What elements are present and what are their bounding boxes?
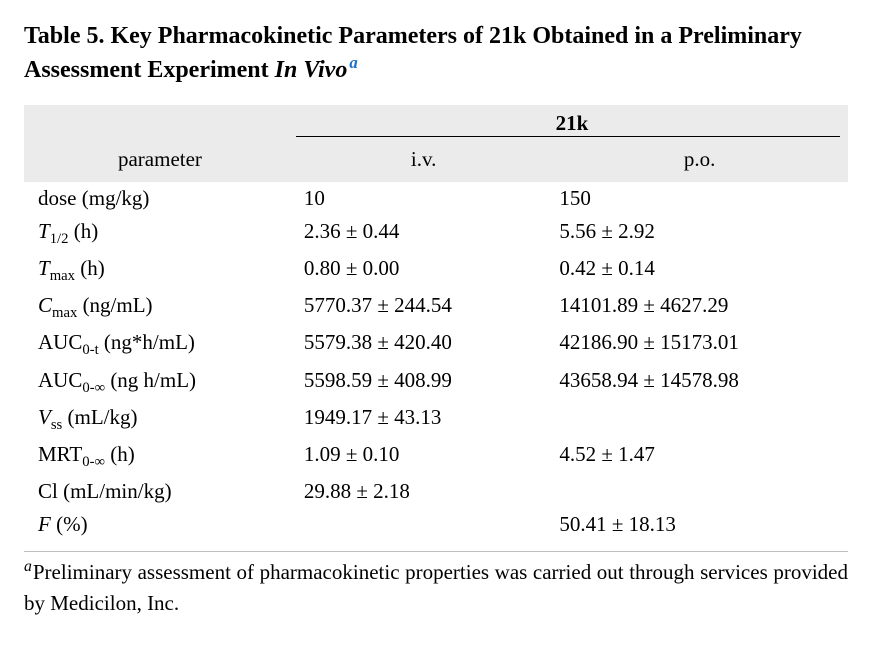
cell-parameter: Tmax (h) — [24, 252, 296, 289]
table-row: dose (mg/kg)10150 — [24, 182, 848, 215]
cell-po: 43658.94 ± 14578.98 — [551, 364, 848, 401]
cell-parameter: Vss (mL/kg) — [24, 401, 296, 438]
title-prefix: Table 5. Key Pharmacokinetic Parameters … — [24, 23, 802, 83]
table-row: MRT0-∞ (h)1.09 ± 0.104.52 ± 1.47 — [24, 438, 848, 475]
table-row: Tmax (h)0.80 ± 0.000.42 ± 0.14 — [24, 252, 848, 289]
cell-iv: 5579.38 ± 420.40 — [296, 326, 551, 363]
group-header-row: 21k — [24, 105, 848, 141]
cell-po: 150 — [551, 182, 848, 215]
table-row: T1/2 (h)2.36 ± 0.445.56 ± 2.92 — [24, 215, 848, 252]
group-rule — [296, 136, 840, 137]
cell-iv: 1949.17 ± 43.13 — [296, 401, 551, 438]
cell-parameter: T1/2 (h) — [24, 215, 296, 252]
group-spacer — [24, 105, 296, 141]
group-label: 21k — [296, 111, 848, 136]
col-header-parameter: parameter — [24, 141, 296, 182]
cell-parameter: Cl (mL/min/kg) — [24, 475, 296, 508]
pk-table: 21k parameter i.v. p.o. dose (mg/kg)1015… — [24, 105, 848, 547]
footnote-text: Preliminary assessment of pharmacokineti… — [24, 560, 848, 614]
cell-parameter: dose (mg/kg) — [24, 182, 296, 215]
cell-parameter: AUC0-∞ (ng h/mL) — [24, 364, 296, 401]
cell-po: 50.41 ± 18.13 — [551, 508, 848, 547]
table-row: F (%) 50.41 ± 18.13 — [24, 508, 848, 547]
cell-po: 4.52 ± 1.47 — [551, 438, 848, 475]
cell-iv: 2.36 ± 0.44 — [296, 215, 551, 252]
table-row: AUC0-∞ (ng h/mL)5598.59 ± 408.9943658.94… — [24, 364, 848, 401]
table-row: AUC0-t (ng*h/mL)5579.38 ± 420.4042186.90… — [24, 326, 848, 363]
table-row: Cmax (ng/mL)5770.37 ± 244.5414101.89 ± 4… — [24, 289, 848, 326]
title-italic: In Vivo — [275, 57, 348, 83]
col-header-iv: i.v. — [296, 141, 551, 182]
table-title: Table 5. Key Pharmacokinetic Parameters … — [24, 20, 848, 87]
group-cell: 21k — [296, 105, 848, 141]
column-header-row: parameter i.v. p.o. — [24, 141, 848, 182]
cell-iv: 5598.59 ± 408.99 — [296, 364, 551, 401]
footnote-label: a — [24, 558, 32, 575]
table-row: Vss (mL/kg)1949.17 ± 43.13 — [24, 401, 848, 438]
cell-iv — [296, 508, 551, 547]
cell-parameter: MRT0-∞ (h) — [24, 438, 296, 475]
footnote: aPreliminary assessment of pharmacokinet… — [24, 551, 848, 618]
cell-iv: 1.09 ± 0.10 — [296, 438, 551, 475]
cell-po — [551, 401, 848, 438]
cell-parameter: F (%) — [24, 508, 296, 547]
title-superscript: a — [349, 53, 357, 72]
table-row: Cl (mL/min/kg)29.88 ± 2.18 — [24, 475, 848, 508]
cell-po: 5.56 ± 2.92 — [551, 215, 848, 252]
cell-iv: 0.80 ± 0.00 — [296, 252, 551, 289]
cell-iv: 10 — [296, 182, 551, 215]
cell-iv: 29.88 ± 2.18 — [296, 475, 551, 508]
cell-po: 14101.89 ± 4627.29 — [551, 289, 848, 326]
cell-po — [551, 475, 848, 508]
cell-parameter: Cmax (ng/mL) — [24, 289, 296, 326]
col-header-po: p.o. — [551, 141, 848, 182]
pk-table-body: dose (mg/kg)10150T1/2 (h)2.36 ± 0.445.56… — [24, 182, 848, 547]
cell-iv: 5770.37 ± 244.54 — [296, 289, 551, 326]
cell-parameter: AUC0-t (ng*h/mL) — [24, 326, 296, 363]
cell-po: 42186.90 ± 15173.01 — [551, 326, 848, 363]
cell-po: 0.42 ± 0.14 — [551, 252, 848, 289]
